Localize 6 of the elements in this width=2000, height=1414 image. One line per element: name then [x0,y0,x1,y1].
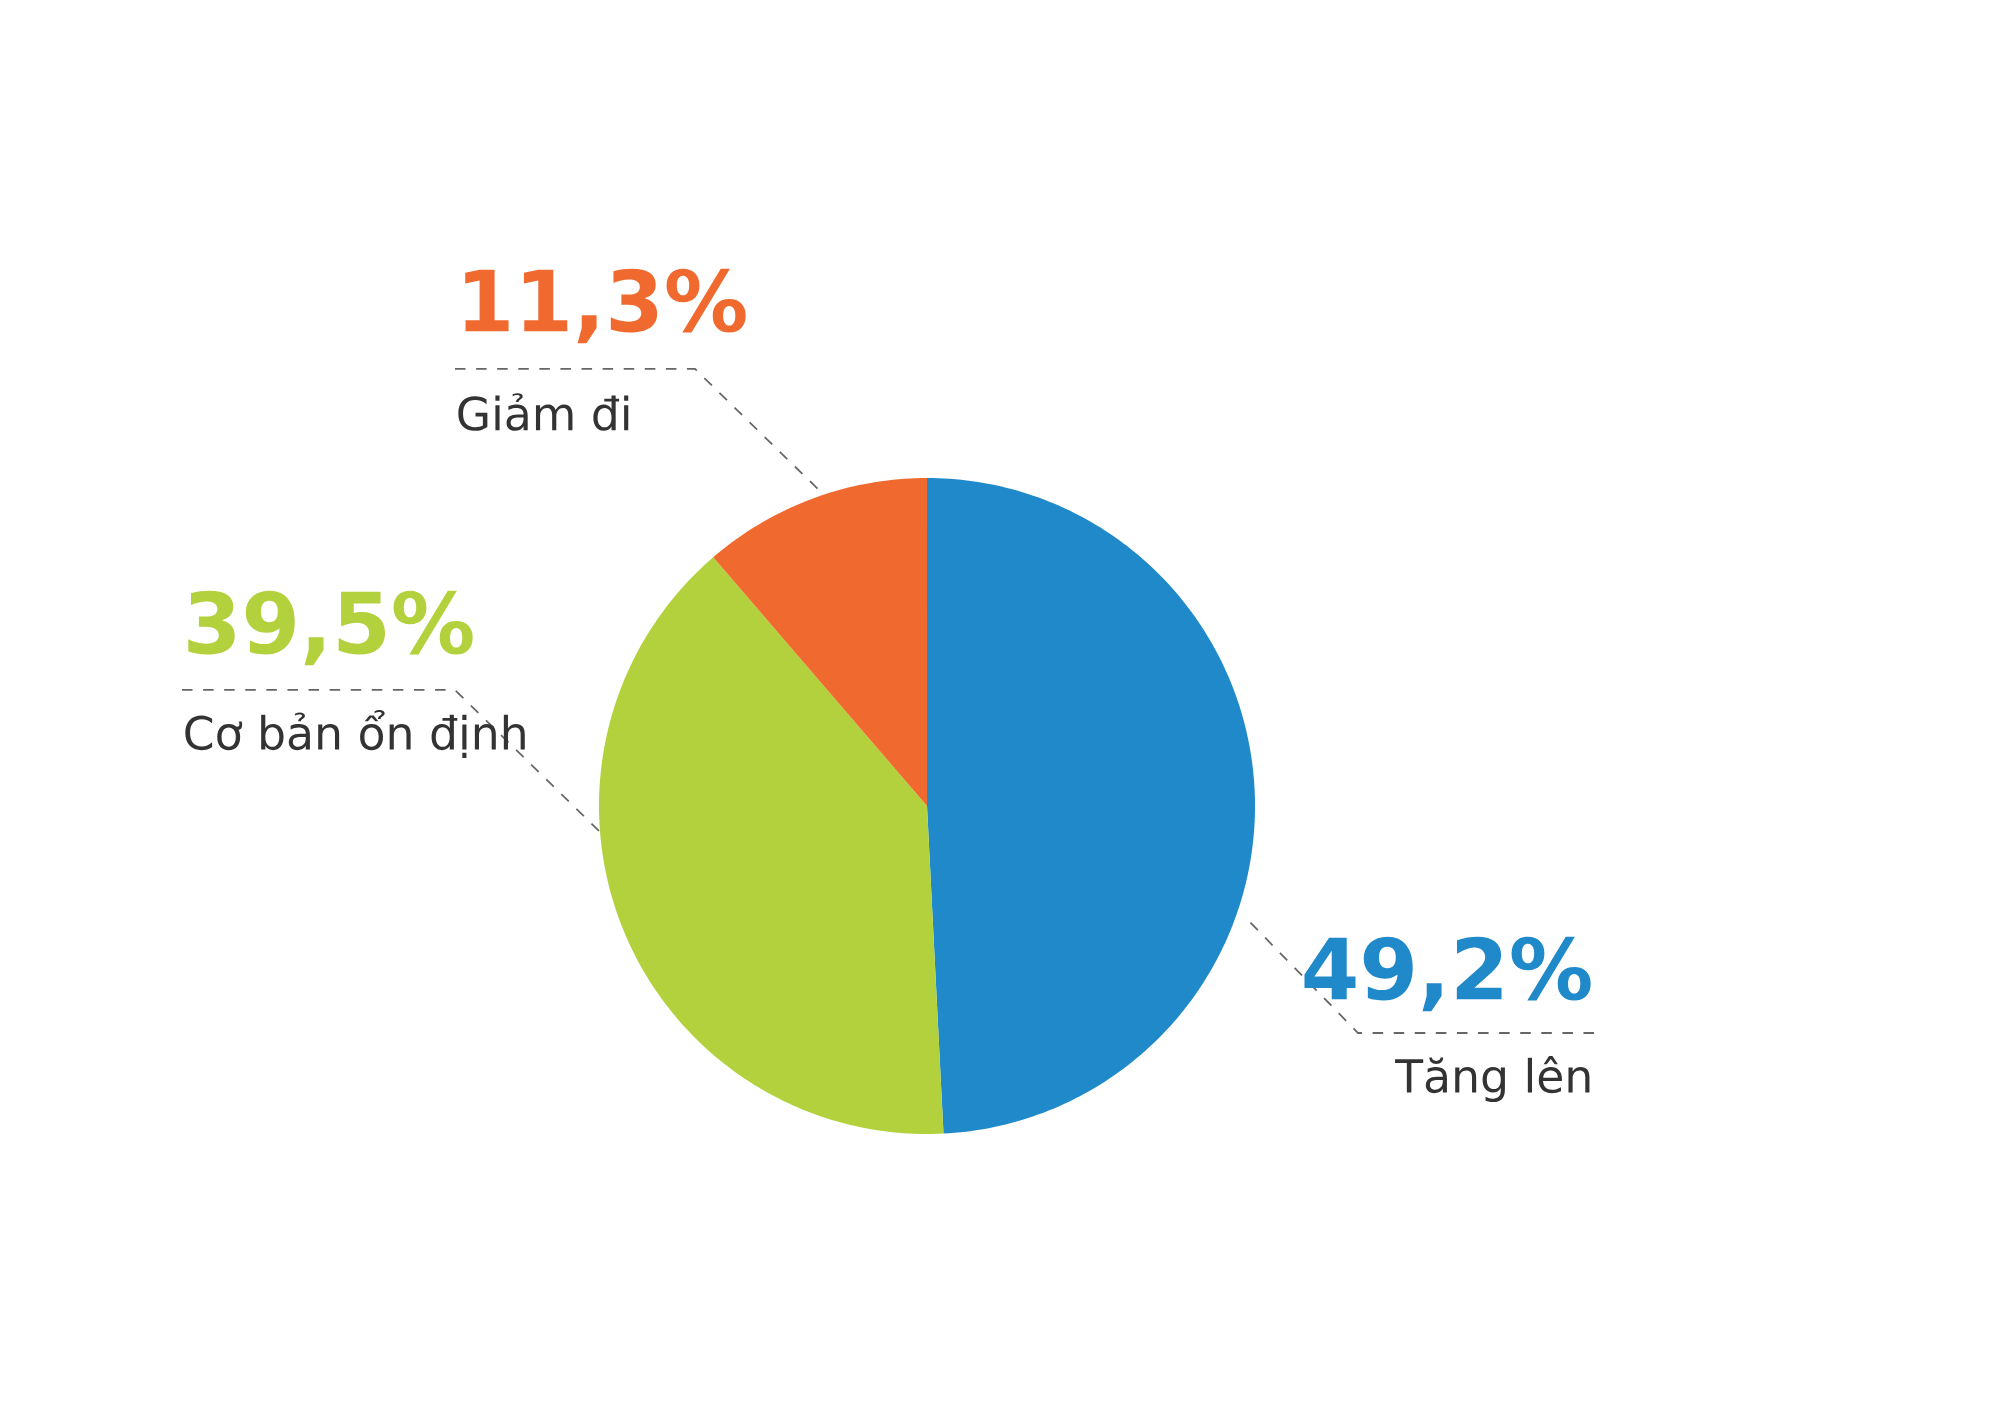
slice-label: Tăng lên [1395,1055,1590,1102]
slice-label: Giảm đi [458,393,629,431]
data-label: 49,2% [1304,936,1591,1012]
data-label: 39,5% [188,590,473,666]
data-label: 11,3% [465,268,746,344]
slice-label: Cơ bản ổn định [185,710,525,758]
